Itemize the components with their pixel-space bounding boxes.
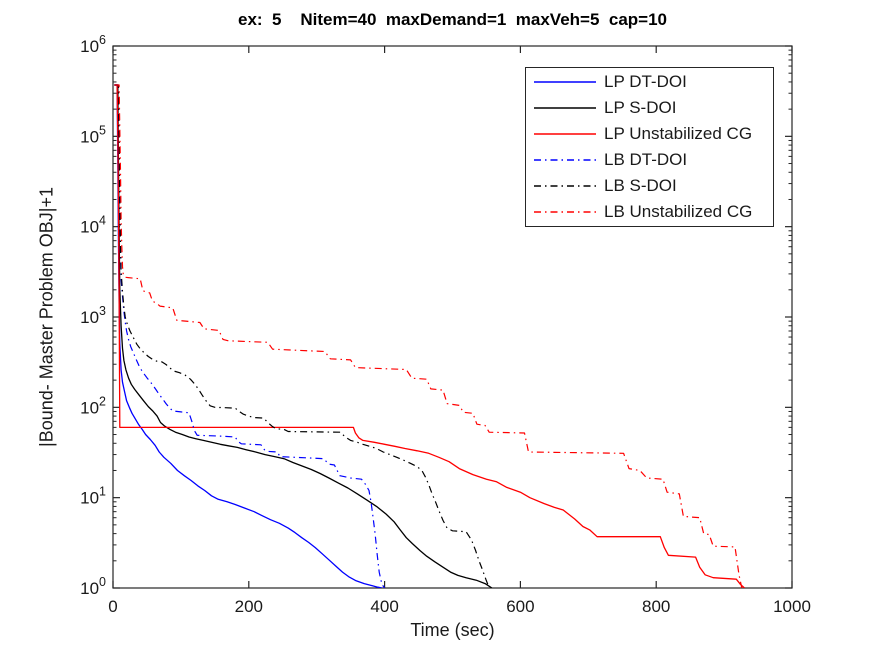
series-line-lp-dt-doi xyxy=(114,84,383,588)
y-tick-label: 103 xyxy=(80,304,106,327)
legend-item-lb-unstabilized-cg: LB Unstabilized CG xyxy=(526,200,773,225)
x-tick-label: 800 xyxy=(642,597,670,616)
legend-label: LB S-DOI xyxy=(604,176,677,196)
legend-item-lb-dt-doi: LB DT-DOI xyxy=(526,148,773,173)
y-axis-label: |Bound- Master Problem OBJ|+1 xyxy=(36,187,57,447)
legend-line-sample xyxy=(534,80,596,83)
x-axis-label: Time (sec) xyxy=(410,620,495,640)
series-line-lb-s-doi xyxy=(114,84,490,588)
series-line-lb-unstabilized-cg xyxy=(114,84,743,588)
y-tick-label: 102 xyxy=(80,394,106,417)
x-tick-label: 600 xyxy=(506,597,534,616)
legend-line-sample xyxy=(534,159,596,161)
legend-box: LP DT-DOI LP S-DOI LP Unstabilized CG LB DT… xyxy=(525,67,774,227)
legend-label: LP Unstabilized CG xyxy=(604,123,753,143)
x-tick-label: 200 xyxy=(235,597,263,616)
series-group xyxy=(114,84,745,588)
legend-item-lp-dt-doi: LP DT-DOI xyxy=(526,69,773,94)
legend-label: LP S-DOI xyxy=(604,97,677,117)
series-line-lb-dt-doi xyxy=(114,84,386,588)
legend-item-lp-s-doi: LP S-DOI xyxy=(526,95,773,120)
legend-line-sample xyxy=(534,107,596,109)
chart-title: ex: 5 Nitem=40 maxDemand=1 maxVeh=5 cap=… xyxy=(237,10,668,29)
y-tick-label: 104 xyxy=(80,214,106,237)
y-tick-label: 106 xyxy=(80,33,106,56)
legend-line-sample xyxy=(534,211,596,214)
x-tick-label: 1000 xyxy=(773,597,811,616)
legend-line-sample xyxy=(534,185,596,187)
x-tick-label: 400 xyxy=(370,597,398,616)
series-line-lp-unstabilized-cg xyxy=(114,84,745,588)
y-tick-label: 100 xyxy=(80,575,106,598)
series-line-lp-s-doi xyxy=(114,84,493,588)
legend-item-lb-s-doi: LB S-DOI xyxy=(526,174,773,199)
legend-label: LB Unstabilized CG xyxy=(604,202,753,222)
legend-item-lp-unstabilized-cg: LP Unstabilized CG xyxy=(526,121,773,146)
legend-line-sample xyxy=(534,133,596,135)
x-tick-label: 0 xyxy=(108,597,117,616)
legend-label: LP DT-DOI xyxy=(604,71,687,91)
y-tick-label: 105 xyxy=(80,123,106,146)
legend-label: LB DT-DOI xyxy=(604,150,688,170)
y-tick-label: 101 xyxy=(80,485,106,508)
